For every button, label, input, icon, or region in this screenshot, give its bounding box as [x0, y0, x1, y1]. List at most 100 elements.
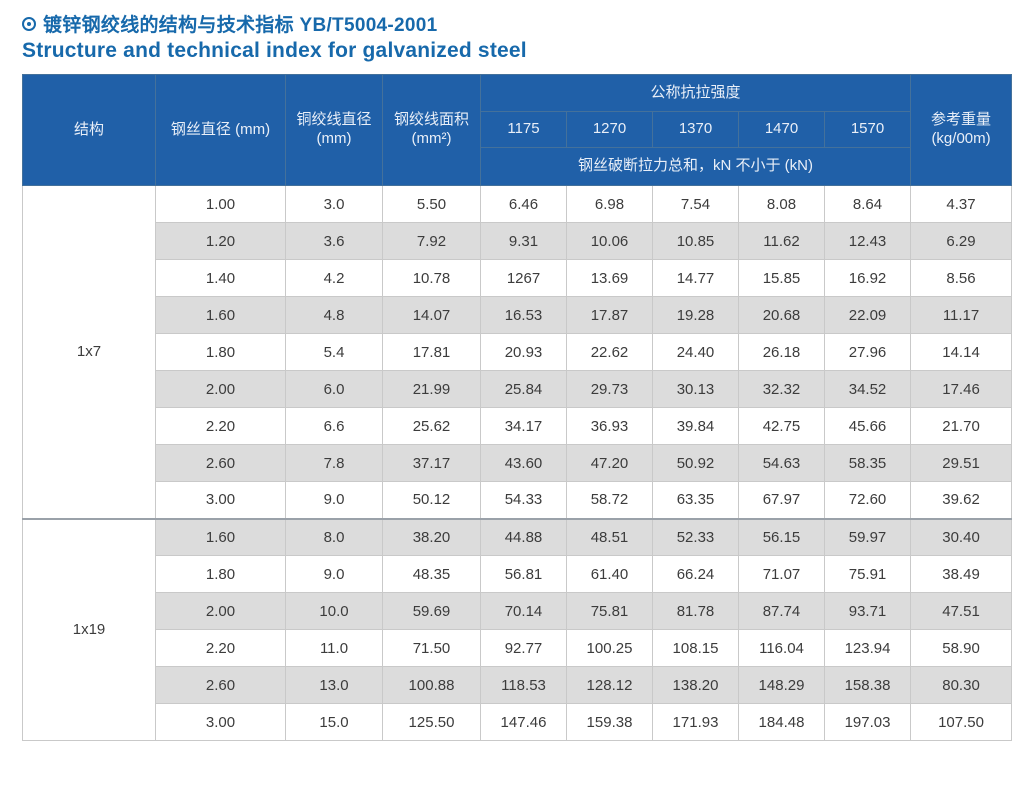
table-cell: 1.00 — [155, 185, 286, 223]
table-cell: 63.35 — [652, 481, 739, 519]
table-cell: 10.0 — [285, 592, 383, 630]
header-breaking-note: 钢丝破断拉力总和，kN 不小于 (kN) — [479, 147, 912, 186]
title-block: 镀锌钢绞线的结构与技术指标 YB/T5004-2001 Structure an… — [22, 10, 1011, 63]
table-cell: 66.24 — [652, 555, 739, 593]
header-strength-1470: 1470 — [738, 111, 825, 148]
table-cell: 34.52 — [823, 370, 912, 408]
table-cell: 61.40 — [566, 555, 653, 593]
table-cell: 38.49 — [910, 555, 1013, 593]
table-cell: 7.54 — [652, 185, 739, 223]
table-cell: 10.78 — [382, 259, 481, 297]
table-cell: 72.60 — [823, 481, 912, 519]
table-cell: 3.00 — [155, 703, 286, 741]
table-cell: 37.17 — [382, 444, 481, 482]
table-cell: 123.94 — [823, 629, 912, 667]
table-row: 1.20 3.6 7.92 9.31 10.06 10.85 11.62 12.43 6.29 — [23, 222, 1013, 260]
page: 镀锌钢绞线的结构与技术指标 YB/T5004-2001 Structure an… — [0, 0, 1033, 741]
table-cell: 6.0 — [285, 370, 383, 408]
table-cell: 43.60 — [480, 444, 567, 482]
table-cell: 197.03 — [823, 703, 912, 741]
steel-strand-table: 结构 钢丝直径 (mm) 铜绞线直径 (mm) 钢绞线面积 (mm²) 公称抗拉… — [22, 74, 1013, 741]
table-cell: 1.60 — [155, 296, 286, 334]
table-cell: 56.15 — [738, 517, 825, 556]
table-row: 2.00 10.0 59.69 70.14 75.81 81.78 87.74 93.71 47… — [23, 592, 1013, 630]
header-tensile-group: 公称抗拉强度 — [479, 74, 912, 112]
table-cell: 50.12 — [382, 481, 481, 519]
table-cell: 1.60 — [155, 517, 286, 556]
header-row-3: 钢丝破断拉力总和，kN 不小于 (kN) — [23, 147, 1012, 186]
table-row: 1.40 4.2 10.78 1267 13.69 14.77 15.85 16.92 8.56 — [23, 259, 1013, 297]
table-cell: 158.38 — [823, 666, 912, 704]
table-cell: 171.93 — [652, 703, 739, 741]
table-cell: 1.80 — [155, 555, 286, 593]
table-cell: 25.84 — [480, 370, 567, 408]
table-cell: 11.17 — [910, 296, 1013, 334]
table-cell: 30.13 — [652, 370, 739, 408]
table-cell: 3.0 — [285, 185, 383, 223]
table-cell: 14.77 — [652, 259, 739, 297]
table-body: 1x7 1.00 3.0 5.50 6.46 6.98 7.54 8.08 8.64 4.37 1.… — [22, 185, 1013, 741]
table-cell: 10.85 — [652, 222, 739, 260]
table-header: 结构 钢丝直径 (mm) 铜绞线直径 (mm) 钢绞线面积 (mm²) 公称抗拉… — [22, 74, 1013, 186]
table-cell: 93.71 — [823, 592, 912, 630]
table-cell: 56.81 — [480, 555, 567, 593]
header-structure: 结构 — [22, 74, 156, 186]
table-cell: 39.62 — [910, 481, 1013, 519]
table-cell: 48.35 — [382, 555, 481, 593]
table-cell: 8.0 — [285, 517, 383, 556]
header-strength-1270: 1270 — [566, 111, 653, 148]
table-cell: 14.07 — [382, 296, 481, 334]
table-cell: 44.88 — [480, 517, 567, 556]
table-cell: 15.85 — [738, 259, 825, 297]
header-row-1: 结构 钢丝直径 (mm) 铜绞线直径 (mm) 钢绞线面积 (mm²) 公称抗拉… — [22, 74, 1013, 186]
table-cell: 7.8 — [285, 444, 383, 482]
table-cell: 4.8 — [285, 296, 383, 334]
table-cell: 50.92 — [652, 444, 739, 482]
table-cell: 4.37 — [910, 185, 1013, 223]
table-cell: 9.0 — [285, 481, 383, 519]
table-cell: 13.0 — [285, 666, 383, 704]
table-cell: 22.09 — [823, 296, 912, 334]
table-cell: 34.17 — [480, 407, 567, 445]
table-cell: 45.66 — [823, 407, 912, 445]
table-cell: 47.20 — [566, 444, 653, 482]
page-title-english: Structure and technical index for galvan… — [22, 39, 527, 62]
header-strand-area: 钢绞线面积 (mm²) — [382, 74, 481, 186]
table-cell: 80.30 — [910, 666, 1013, 704]
table-cell: 4.2 — [285, 259, 383, 297]
header-strand-diameter: 铜绞线直径 (mm) — [285, 74, 383, 186]
table-cell: 9.0 — [285, 555, 383, 593]
table-cell: 48.51 — [566, 517, 653, 556]
table-cell: 19.28 — [652, 296, 739, 334]
table-cell: 39.84 — [652, 407, 739, 445]
table-cell: 11.0 — [285, 629, 383, 667]
table-cell: 38.20 — [382, 517, 481, 556]
table-row: 3.00 15.0 125.50 147.46 159.38 171.93 184.48 19… — [23, 703, 1013, 741]
table-cell: 15.0 — [285, 703, 383, 741]
table-cell: 32.32 — [738, 370, 825, 408]
table-cell: 1.20 — [155, 222, 286, 260]
header-wire-diameter: 钢丝直径 (mm) — [155, 74, 286, 186]
table-row: 3.00 9.0 50.12 54.33 58.72 63.35 67.97 72.60 39.… — [23, 481, 1013, 519]
header-strength-1370: 1370 — [652, 111, 739, 148]
table-row: 1.80 5.4 17.81 20.93 22.62 24.40 26.18 27.96 14.… — [23, 333, 1013, 371]
table-cell: 100.88 — [382, 666, 481, 704]
table-row: 2.20 11.0 71.50 92.77 100.25 108.15 116.04 123.… — [23, 629, 1013, 667]
table-cell: 3.6 — [285, 222, 383, 260]
table-cell: 6.46 — [480, 185, 567, 223]
table-cell: 71.07 — [738, 555, 825, 593]
table-cell: 59.69 — [382, 592, 481, 630]
table-cell: 13.69 — [566, 259, 653, 297]
table-cell: 29.51 — [910, 444, 1013, 482]
table-cell: 16.53 — [480, 296, 567, 334]
table-cell: 54.63 — [738, 444, 825, 482]
structure-cell: 1x7 — [22, 185, 156, 519]
table-cell: 75.81 — [566, 592, 653, 630]
table-cell: 138.20 — [652, 666, 739, 704]
table-cell: 2.60 — [155, 444, 286, 482]
table-cell: 59.97 — [823, 517, 912, 556]
table-cell: 108.15 — [652, 629, 739, 667]
table-cell: 42.75 — [738, 407, 825, 445]
table-cell: 67.97 — [738, 481, 825, 519]
table-cell: 81.78 — [652, 592, 739, 630]
